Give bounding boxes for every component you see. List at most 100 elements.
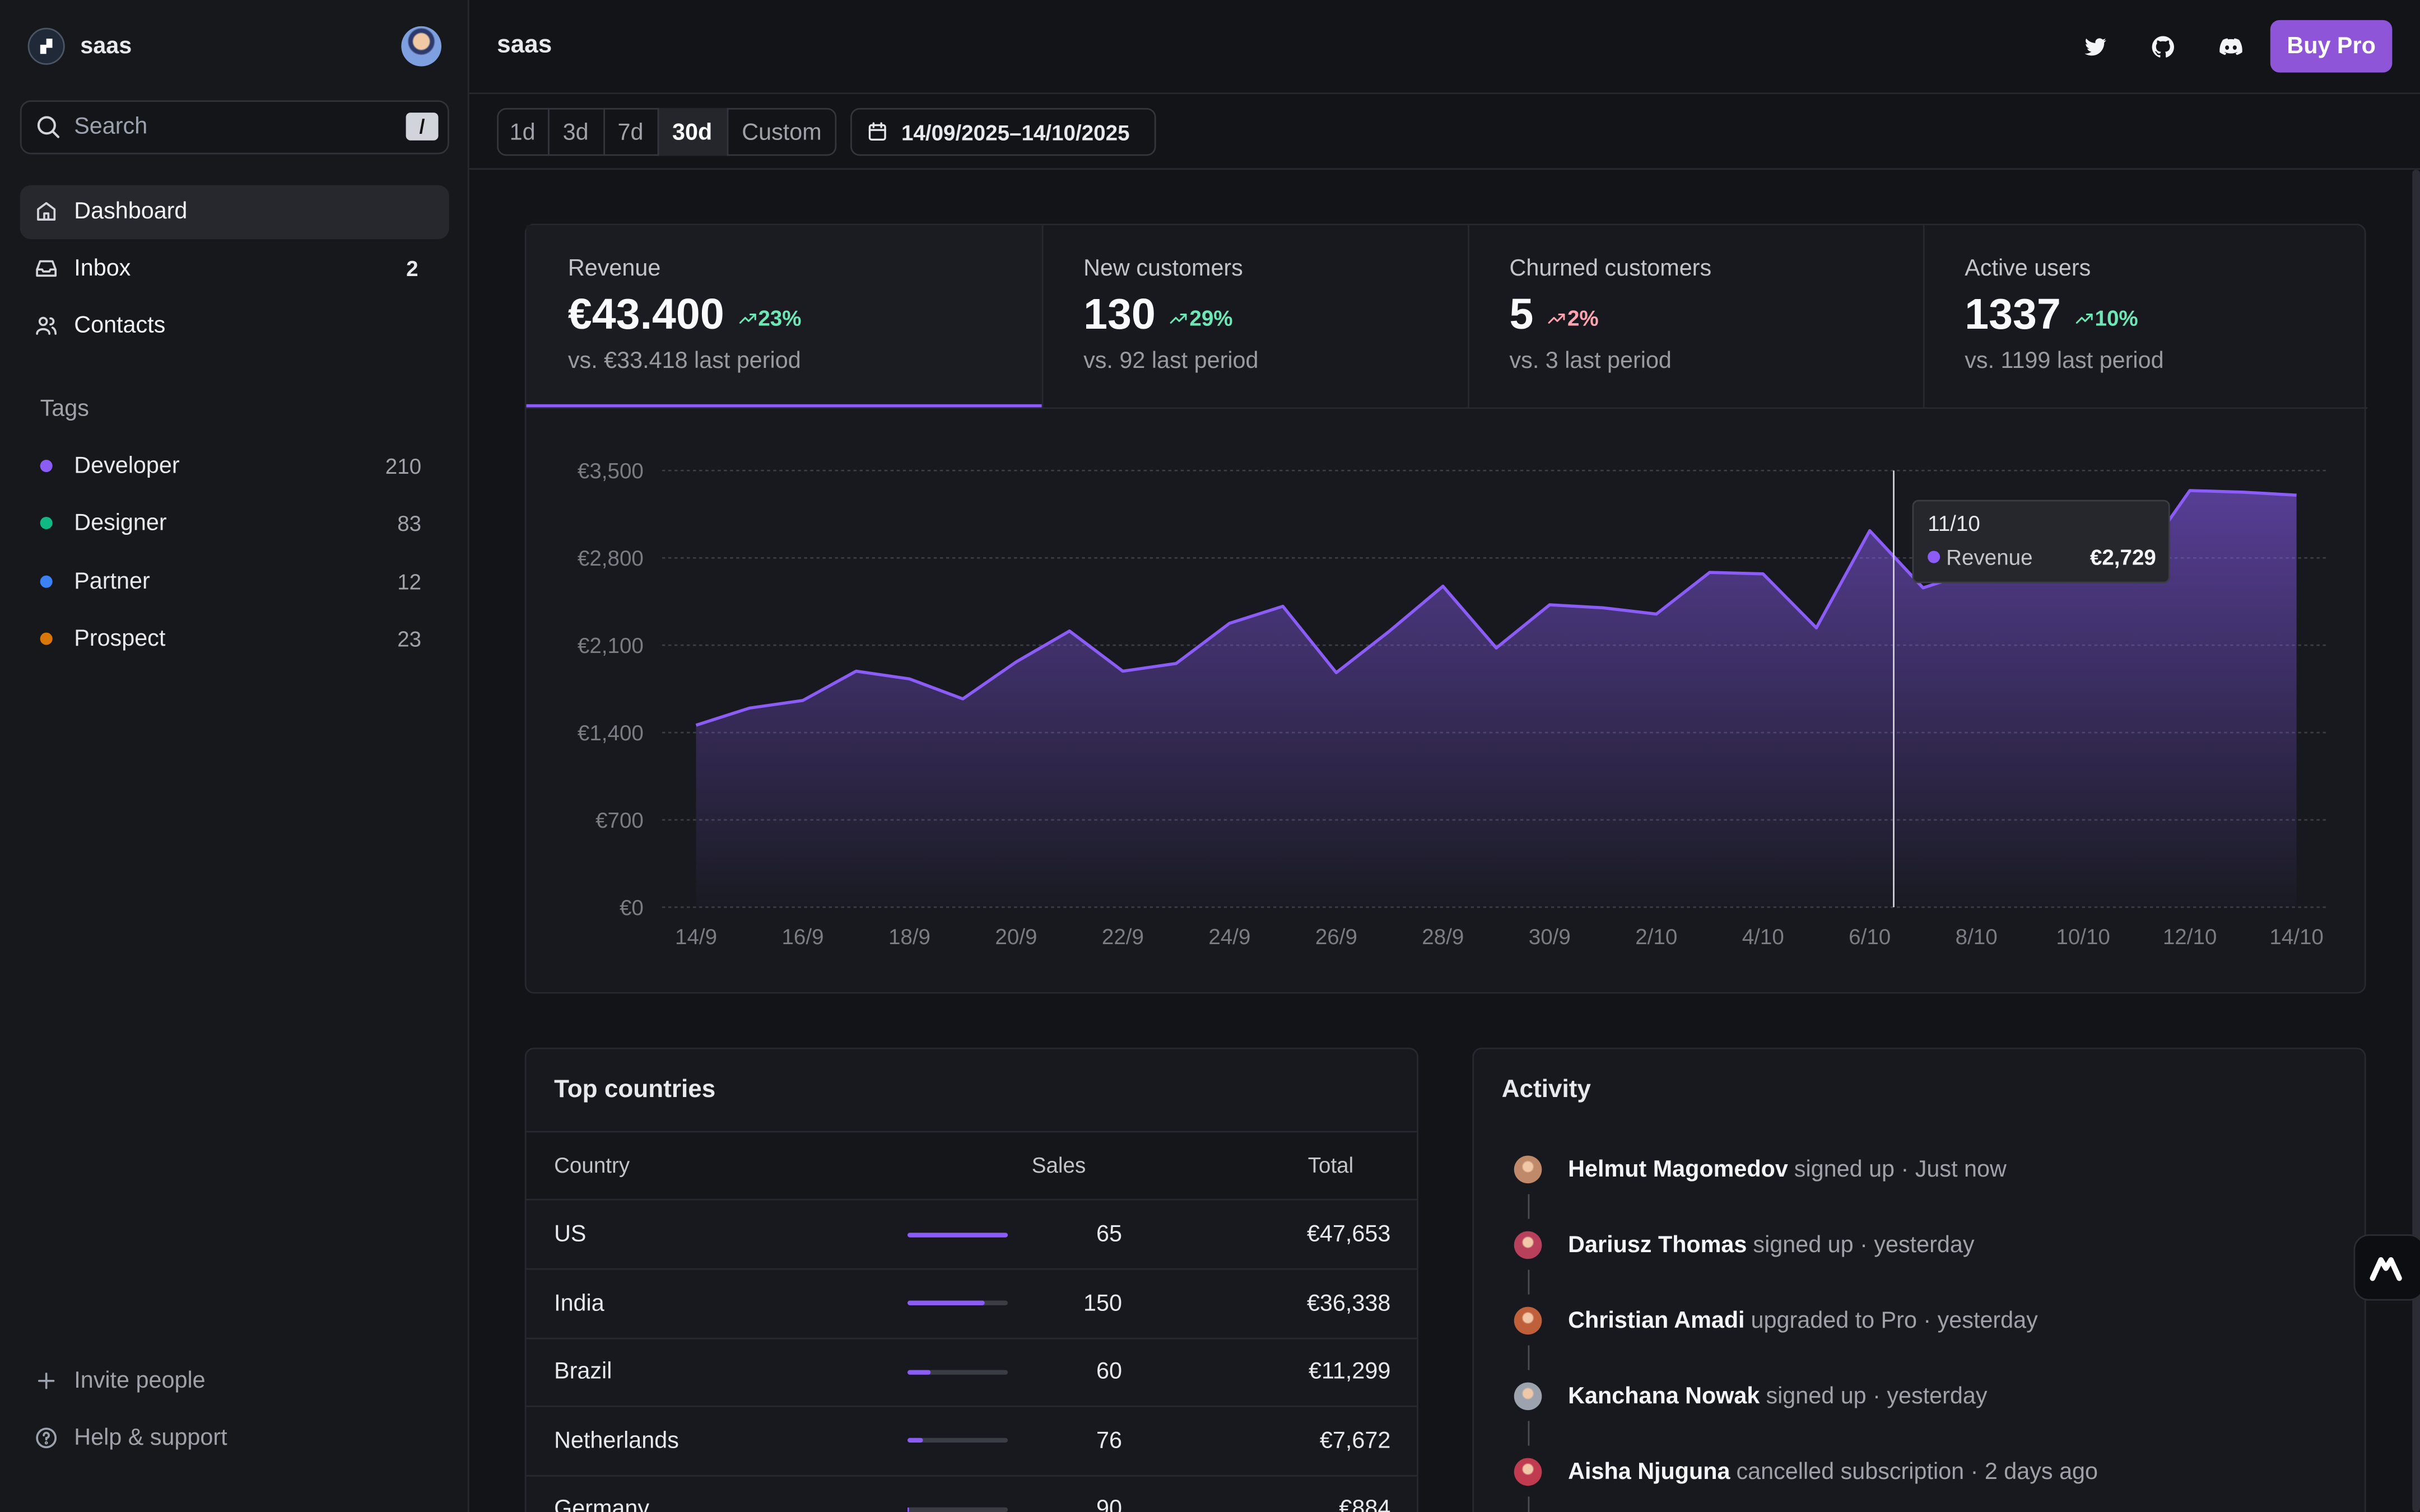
date-picker[interactable] xyxy=(850,108,1156,156)
column-header: Sales xyxy=(1031,1152,1086,1178)
bar-track xyxy=(907,1438,1008,1443)
country-name: Germany xyxy=(554,1496,650,1512)
y-tick-label: €3,500 xyxy=(578,459,644,483)
shape xyxy=(49,317,55,326)
kpi-value: 5 xyxy=(1509,290,1534,338)
country-name: Netherlands xyxy=(554,1427,679,1454)
tag-dot xyxy=(40,517,53,530)
activity-name: Kanchana Nowak xyxy=(1568,1383,1760,1410)
kpi-cell[interactable] xyxy=(526,225,1042,409)
kpi-change: 23% xyxy=(758,305,802,330)
user-avatar[interactable] xyxy=(401,26,441,67)
kpi-cell[interactable] xyxy=(1923,225,2368,409)
column-header: Total xyxy=(1307,1152,1354,1178)
activity-action: upgraded to Pro · yesterday xyxy=(1751,1307,2038,1334)
column-header: Country xyxy=(554,1152,630,1178)
kpi-cell[interactable] xyxy=(1468,225,1923,409)
users-icon xyxy=(36,316,57,335)
shape xyxy=(1180,312,1188,320)
kpi-change: 10% xyxy=(2095,305,2138,330)
country-name: India xyxy=(554,1290,604,1317)
kpi-cell[interactable] xyxy=(1041,225,1468,409)
tag-count: 23 xyxy=(397,626,422,651)
x-tick-label: 16/9 xyxy=(781,925,823,949)
kpi-comparison: vs. 3 last period xyxy=(1509,348,1672,375)
shape xyxy=(2218,38,2242,54)
sales: 60 xyxy=(1096,1359,1122,1385)
shape xyxy=(2075,312,2093,323)
scrollbar xyxy=(2412,170,2420,1512)
range-option[interactable] xyxy=(727,108,837,156)
timeline-connector xyxy=(1528,1496,1530,1512)
kpi-comparison: vs. €33.418 last period xyxy=(567,348,801,375)
y-tick-label: €0 xyxy=(620,896,644,920)
kpi-label: Active users xyxy=(1965,255,2091,282)
y-tick-label: €700 xyxy=(595,809,644,833)
country-name: US xyxy=(554,1221,587,1248)
table-row[interactable] xyxy=(526,1338,1417,1408)
trend-icon xyxy=(739,312,756,323)
shape xyxy=(2370,1257,2402,1281)
x-tick-label: 2/10 xyxy=(1635,925,1677,949)
nav-count: 2 xyxy=(406,256,418,281)
tag-count: 83 xyxy=(397,511,422,536)
floating-widget[interactable] xyxy=(2353,1234,2420,1301)
calendar-icon xyxy=(868,122,886,141)
activity-avatar xyxy=(1514,1155,1542,1184)
x-tick-label: 8/10 xyxy=(1956,925,1998,949)
table-row[interactable] xyxy=(526,1200,1417,1270)
timeline-connector xyxy=(1528,1345,1530,1370)
activity-avatar xyxy=(1514,1382,1542,1411)
x-tick-label: 6/10 xyxy=(1849,925,1891,949)
search-box[interactable] xyxy=(20,100,449,155)
activity-avatar xyxy=(1514,1231,1542,1259)
range-option[interactable] xyxy=(603,108,657,156)
x-tick-label: 10/10 xyxy=(2056,925,2110,949)
shape xyxy=(43,1431,50,1441)
shape xyxy=(1558,312,1565,320)
nav-label: Contacts xyxy=(74,312,166,339)
range-option[interactable] xyxy=(548,108,603,156)
nav-selected-bg[interactable] xyxy=(20,184,449,239)
kpi-value: €43.400 xyxy=(567,290,724,338)
countries-card: Top countries Country Sales Total US 65 €47,65… xyxy=(524,1047,1418,1512)
date-range: 14/09/2025–14/10/2025 xyxy=(901,119,1130,144)
timeline-connector xyxy=(1528,1421,1530,1446)
activity-avatar xyxy=(1514,1306,1542,1335)
countries-title: Top countries xyxy=(554,1077,716,1103)
shape xyxy=(2151,35,2174,57)
shape xyxy=(1548,312,1565,323)
tooltip-title: 11/10 xyxy=(1928,510,1980,536)
x-tick-label: 24/9 xyxy=(1208,925,1250,949)
total: €47,653 xyxy=(1306,1221,1391,1248)
shape xyxy=(2370,1257,2402,1281)
kpi-label: Revenue xyxy=(567,255,661,282)
kpi-change: 29% xyxy=(1189,305,1233,330)
total: €36,338 xyxy=(1306,1290,1391,1317)
activity-card: Activity Helmut Magomedov signed up · Just… xyxy=(1472,1047,2366,1512)
table-row[interactable] xyxy=(526,1407,1417,1477)
bar-fill xyxy=(907,1507,910,1512)
y-tick-label: €2,800 xyxy=(578,547,644,571)
y-tick-label: €1,400 xyxy=(578,721,644,745)
bar-fill xyxy=(907,1438,924,1443)
discord-icon xyxy=(2218,38,2242,54)
nav-label: Dashboard xyxy=(74,198,188,225)
kpi-change: 2% xyxy=(1567,305,1599,330)
table-row[interactable] xyxy=(526,1269,1417,1339)
range-option[interactable] xyxy=(657,108,727,156)
home-icon xyxy=(37,202,56,221)
shape xyxy=(2086,312,2093,320)
buy-pro-button[interactable] xyxy=(2270,20,2393,73)
table-row[interactable] xyxy=(526,1476,1417,1512)
tag-count: 210 xyxy=(385,453,422,479)
tag-label: Prospect xyxy=(74,625,166,652)
twitter-icon xyxy=(2084,38,2106,55)
x-tick-label: 14/9 xyxy=(675,925,717,949)
range-option-label: 7d xyxy=(617,119,644,145)
footer-label: Help & support xyxy=(74,1425,227,1452)
shape xyxy=(36,268,57,273)
tag-dot xyxy=(40,632,53,645)
bar-fill xyxy=(907,1231,1008,1237)
